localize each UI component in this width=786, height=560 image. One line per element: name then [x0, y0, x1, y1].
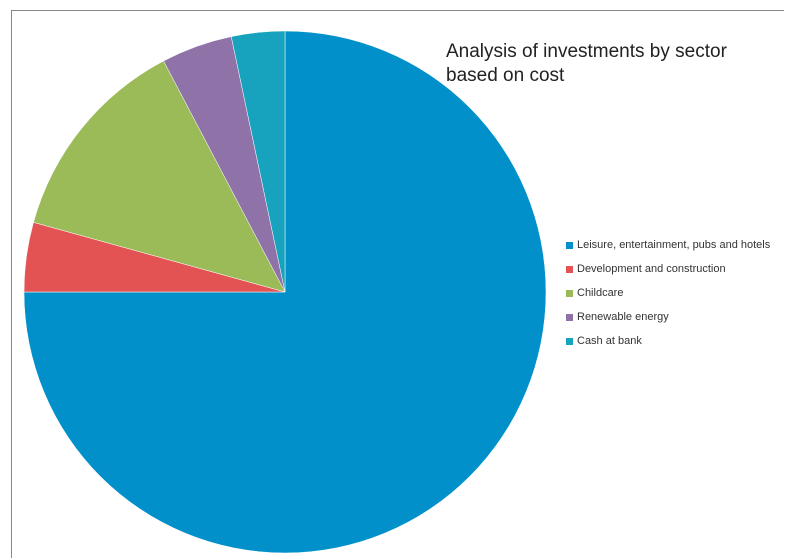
legend-label: Renewable energy	[577, 311, 669, 323]
legend-label: Cash at bank	[577, 335, 642, 347]
chart-legend: Leisure, entertainment, pubs and hotels …	[566, 236, 770, 356]
legend-label: Childcare	[577, 287, 624, 299]
legend-swatch	[566, 265, 573, 273]
legend-swatch	[566, 241, 573, 249]
pie-slice	[23, 30, 547, 554]
legend-item: Cash at bank	[566, 332, 770, 350]
legend-label: Leisure, entertainment, pubs and hotels	[577, 239, 771, 251]
legend-item: Renewable energy	[566, 308, 770, 326]
legend-item: Childcare	[566, 284, 770, 302]
legend-swatch	[566, 289, 573, 297]
legend-swatch	[566, 337, 573, 345]
chart-title: Analysis of investments by sector based …	[446, 41, 727, 86]
pie-slice	[230, 30, 286, 293]
pie-slices	[23, 30, 547, 554]
legend-swatch	[566, 313, 573, 321]
pie-slice	[33, 60, 286, 293]
legend-label: Development and construction	[577, 263, 726, 275]
legend-item: Leisure, entertainment, pubs and hotels	[566, 236, 770, 254]
legend-item: Development and construction	[566, 260, 770, 278]
